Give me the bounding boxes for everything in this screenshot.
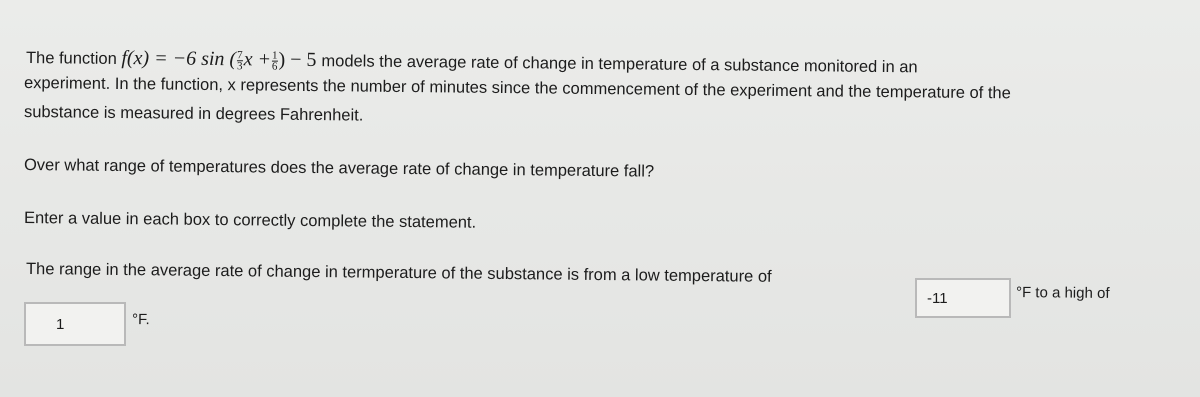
formula-var: x + bbox=[243, 48, 272, 71]
paragraph-line-2: experiment. In the function, x represent… bbox=[23, 74, 1011, 103]
formula-tail: ) − 5 bbox=[278, 48, 317, 72]
lead: The function bbox=[25, 49, 117, 68]
paragraph-line-1: The function f(x) = −6 sin (7 3 x +1 6) − 5… bbox=[26, 46, 918, 78]
statement-part-1: The range in the average rate of change … bbox=[25, 260, 772, 286]
answer-box-low[interactable]: -11 bbox=[915, 278, 1011, 318]
question: Over what range of temperatures does the… bbox=[23, 156, 655, 181]
formula: f(x) = −6 sin (7 3 x +1 6) − 5 bbox=[121, 46, 321, 73]
formula-head: f(x) = −6 sin ( bbox=[121, 46, 237, 71]
text: models the average rate of change in tem… bbox=[321, 52, 918, 77]
denominator: 6 bbox=[271, 60, 278, 73]
instruction: Enter a value in each box to correctly c… bbox=[23, 209, 477, 232]
answer-box-high[interactable]: 1 bbox=[24, 302, 126, 346]
paragraph-line-3: substance is measured in degrees Fahrenh… bbox=[23, 103, 364, 125]
denominator: 3 bbox=[237, 60, 243, 73]
statement-part-3: °F. bbox=[131, 311, 150, 329]
statement-part-2: °F to a high of bbox=[1015, 284, 1110, 302]
